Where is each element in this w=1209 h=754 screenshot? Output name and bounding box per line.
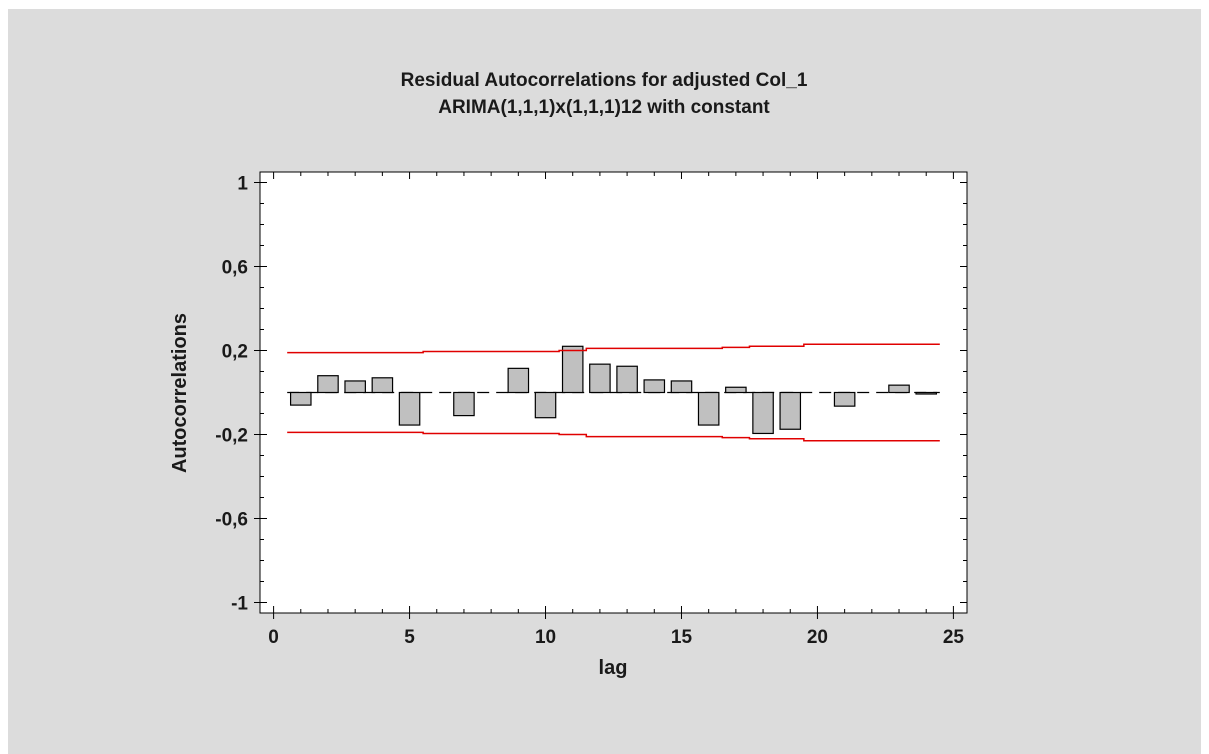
acf-bar-lag-14 [643, 379, 666, 394]
y-axis-label: Autocorrelations [169, 313, 191, 473]
chart-title: Residual Autocorrelations for adjusted C… [401, 70, 808, 91]
y-tick-label: 1 [237, 174, 248, 195]
x-ticks-group: 0 5 10 15 20 25 [268, 172, 964, 648]
y-tick-label: -0,2 [215, 426, 248, 447]
acf-bar-lag-1 [289, 391, 312, 406]
acf-bar-lag-17 [725, 386, 747, 394]
lower-limit-line [287, 431, 940, 442]
acf-bar-lag-23 [888, 384, 910, 394]
y-tick-label: -0,6 [215, 510, 248, 531]
acf-bar-lag-19 [779, 391, 802, 430]
acf-bar-lag-21 [833, 391, 856, 407]
x-tick-label: 15 [671, 627, 693, 648]
acf-bar-lag-3 [344, 380, 366, 394]
limits-group [287, 343, 940, 442]
x-axis-label: lag [599, 657, 628, 679]
chart-svg: Residual Autocorrelations for adjusted C… [169, 70, 968, 679]
y-tick-label: 0,2 [222, 342, 248, 363]
x-tick-label: 20 [807, 627, 828, 648]
acf-bar-lag-10 [534, 391, 557, 419]
acf-bar-lag-7 [453, 391, 475, 417]
acf-bar-lag-12 [589, 363, 611, 394]
y-tick-label: 0,6 [222, 258, 248, 279]
acf-bar-lag-2 [317, 375, 339, 394]
y-tick-label: -1 [231, 594, 248, 615]
acf-bar-lag-9 [507, 367, 530, 394]
acf-bar-lag-4 [371, 377, 394, 394]
acf-bar-lag-24 [915, 391, 938, 395]
acf-bar-lag-15 [670, 380, 693, 394]
acf-bar-lag-18 [752, 391, 774, 435]
y-ticks-group: 1 0,6 0,2 -0,2 -0,6 -1 [215, 174, 967, 615]
x-tick-label: 0 [268, 627, 279, 648]
chart-panel: Residual Autocorrelations for adjusted C… [8, 9, 1201, 754]
upper-limit-line [287, 343, 940, 354]
acf-bar-lag-16 [697, 391, 720, 426]
x-tick-label: 5 [404, 627, 415, 648]
x-tick-label: 10 [535, 627, 556, 648]
acf-bar-lag-11 [561, 345, 584, 394]
x-tick-label: 25 [943, 627, 965, 648]
chart-subtitle: ARIMA(1,1,1)x(1,1,1)12 with constant [438, 97, 770, 118]
acf-bar-lag-13 [616, 365, 638, 394]
acf-bar-lag-5 [398, 391, 421, 426]
bars-group [289, 345, 938, 435]
